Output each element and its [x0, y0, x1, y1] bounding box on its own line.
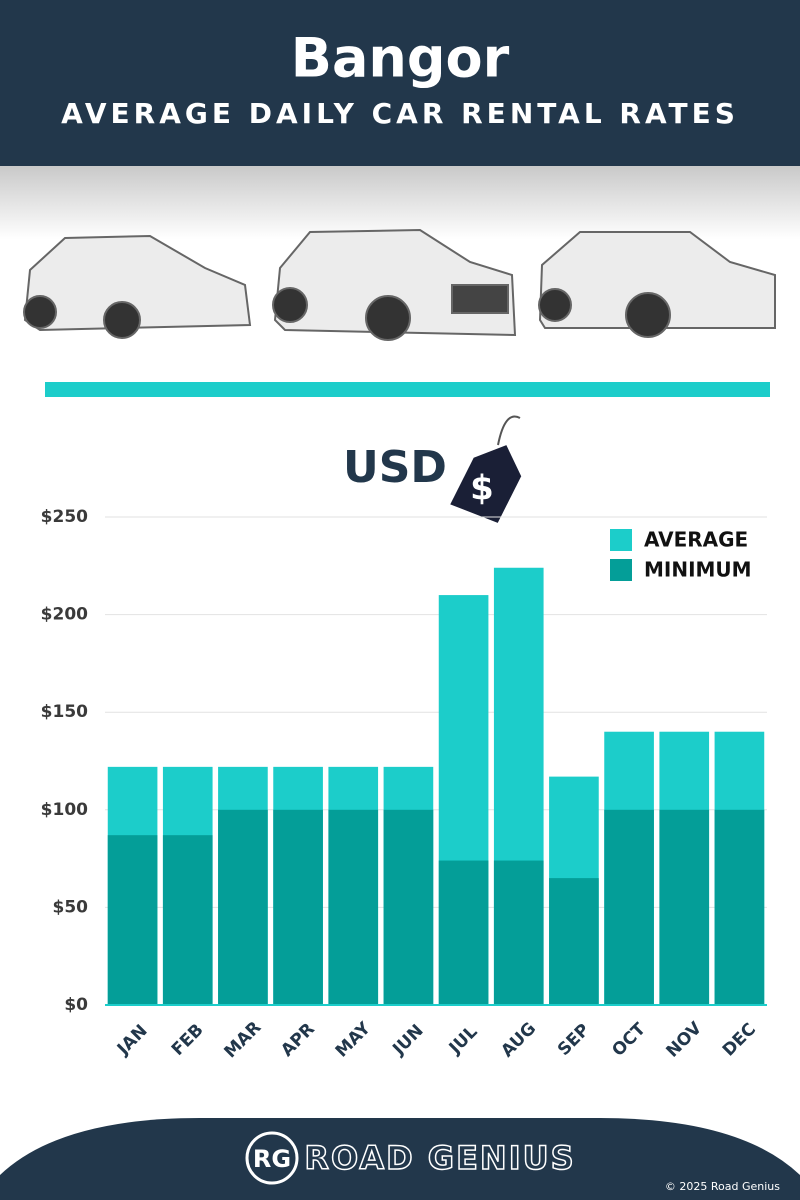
x-tick-label: MAY: [332, 1018, 375, 1061]
bar: [438, 860, 489, 1005]
x-tick-label: MAR: [221, 1018, 266, 1063]
cars: [23, 228, 776, 341]
y-tick-label: $100: [41, 800, 88, 820]
bar: [604, 809, 654, 1005]
footer-band: [0, 1118, 800, 1200]
bar: [218, 809, 268, 1005]
bar: [383, 809, 434, 1005]
x-tick-label: APR: [277, 1019, 319, 1061]
legend-label: MINIMUM: [644, 558, 752, 582]
bar: [162, 835, 213, 1005]
y-tick-label: $0: [64, 995, 88, 1015]
unit-label: USD: [343, 442, 447, 493]
x-tick-label: FEB: [168, 1020, 208, 1060]
bar: [328, 809, 379, 1005]
x-tick-label: NOV: [663, 1018, 707, 1062]
x-tick-label: JAN: [113, 1021, 152, 1060]
plot: $0 $50 $100 $150 $200 $250 AVERAGE MINIMUM JAN FE…: [41, 507, 767, 1062]
y-tick-label: $250: [41, 507, 88, 527]
bar: [714, 809, 765, 1005]
bar: [549, 878, 599, 1005]
x-tick-label: DEC: [719, 1019, 760, 1060]
chart-subtitle: AVERAGE DAILY CAR RENTAL RATES: [61, 97, 739, 130]
legend-swatch: [610, 559, 632, 581]
x-tick-label: AUG: [497, 1019, 540, 1062]
x-tick-label: OCT: [608, 1019, 650, 1061]
bar: [107, 835, 158, 1005]
logo-circle: [245, 1131, 299, 1185]
x-tick-label: JUN: [388, 1021, 427, 1060]
bar: [493, 860, 544, 1005]
x-tick-label: JUL: [445, 1022, 482, 1059]
chart-title: Bangor: [291, 27, 510, 90]
header-band: [0, 0, 800, 166]
x-tick-label: SEP: [554, 1020, 594, 1060]
legend-label: AVERAGE: [644, 528, 748, 552]
legend-swatch: [610, 529, 632, 551]
bar: [659, 809, 710, 1005]
y-tick-label: $50: [53, 897, 89, 917]
y-tick-label: $200: [41, 605, 88, 625]
price-tag: $: [450, 415, 522, 523]
logo: RG: [253, 1145, 291, 1173]
copyright: © 2025 Road Genius: [665, 1180, 780, 1193]
tag-label: $: [470, 469, 494, 509]
bar: [273, 809, 323, 1005]
brand: ROAD GENIUS: [304, 1139, 575, 1177]
divider: [45, 382, 770, 397]
y-tick-label: $150: [41, 702, 88, 722]
